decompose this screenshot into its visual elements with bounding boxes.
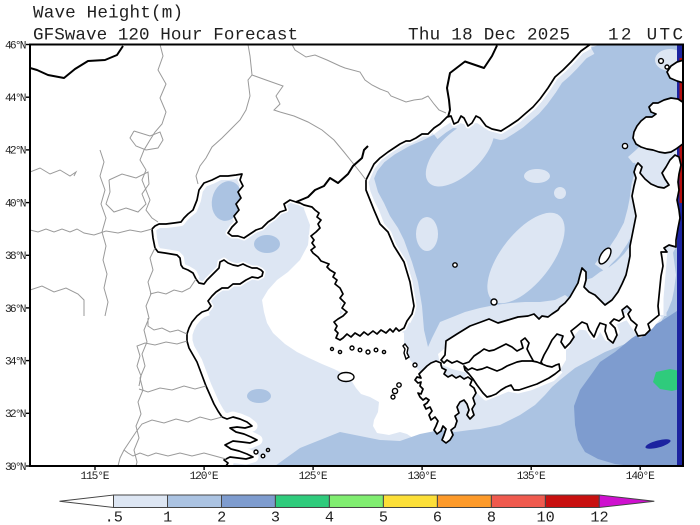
- svg-text:115°E: 115°E: [81, 471, 110, 483]
- svg-text:40°N: 40°N: [5, 198, 27, 210]
- svg-text:120°E: 120°E: [190, 471, 219, 483]
- svg-text:10: 10: [537, 509, 555, 525]
- svg-text:125°E: 125°E: [299, 471, 328, 483]
- svg-text:6: 6: [433, 509, 442, 525]
- svg-text:1: 1: [163, 509, 172, 525]
- svg-text:130°E: 130°E: [408, 471, 437, 483]
- svg-text:42°N: 42°N: [5, 146, 27, 158]
- svg-text:30°N: 30°N: [5, 462, 27, 474]
- svg-text:44°N: 44°N: [5, 93, 27, 105]
- svg-text:GFSwave 120 Hour Forecast: GFSwave 120 Hour Forecast: [33, 26, 298, 46]
- svg-text:38°N: 38°N: [5, 251, 27, 263]
- svg-text:2: 2: [217, 509, 226, 525]
- svg-text:5: 5: [379, 509, 388, 525]
- svg-text:4: 4: [325, 509, 334, 525]
- svg-text:3: 3: [271, 509, 280, 525]
- svg-text:32°N: 32°N: [5, 409, 27, 421]
- svg-text:.5: .5: [105, 509, 123, 525]
- svg-text:135°E: 135°E: [517, 471, 546, 483]
- svg-text:12: 12: [590, 509, 608, 525]
- svg-text:Wave Height(m): Wave Height(m): [33, 4, 183, 24]
- svg-text:46°N: 46°N: [5, 40, 27, 52]
- svg-text:Thu 18 Dec 2025: Thu 18 Dec 2025: [408, 26, 570, 46]
- svg-text:34°N: 34°N: [5, 356, 27, 368]
- svg-text:36°N: 36°N: [5, 304, 27, 316]
- svg-text:140°E: 140°E: [626, 471, 655, 483]
- svg-text:8: 8: [487, 509, 496, 525]
